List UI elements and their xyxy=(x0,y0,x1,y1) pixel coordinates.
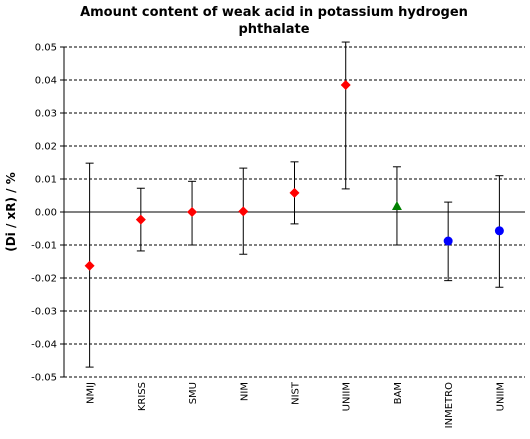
data-point-diamond xyxy=(135,214,146,225)
y-tick-label: -0.02 xyxy=(31,274,57,285)
data-point-circle xyxy=(494,226,504,236)
data-point-diamond xyxy=(289,187,300,198)
data-point-triangle xyxy=(391,201,402,211)
x-tick-label: KRISS xyxy=(137,382,148,411)
data-point-diamond xyxy=(84,260,95,271)
y-tick-label: 0.04 xyxy=(35,76,57,87)
data-point-diamond xyxy=(187,207,198,217)
y-tick-label: 0.05 xyxy=(35,43,57,54)
x-tick-label: UNIIM xyxy=(495,382,506,411)
x-tick-label: UNIIM xyxy=(342,382,353,411)
x-tick-label: BAM xyxy=(393,382,404,404)
data-series xyxy=(84,41,504,368)
y-tick-label: 0.03 xyxy=(35,109,57,120)
chart-title-line-1: Amount content of weak acid in potassium… xyxy=(80,5,468,20)
y-axis-label: (Di / xR) / % xyxy=(4,172,18,252)
gridlines xyxy=(60,46,525,378)
x-tick-label: INMETRO xyxy=(444,382,455,428)
data-point-diamond xyxy=(340,79,351,90)
x-tick-label: NIM xyxy=(239,382,250,401)
y-tick-label: 0.00 xyxy=(35,208,57,219)
y-tick-label: -0.01 xyxy=(31,241,57,252)
y-tick-labels: 0.05 0.04 0.03 0.02 0.01 0.00 -0.01 -0.02 -0.03 -… xyxy=(31,43,57,384)
y-tick-label: -0.04 xyxy=(31,340,57,351)
data-point-circle xyxy=(443,236,453,246)
x-tick-label: SMU xyxy=(188,382,199,404)
x-tick-labels: NMIJ KRISS SMU NIM NIST UNIIM BAM INMETRO UNIIM xyxy=(86,381,507,428)
x-tick-label: NMIJ xyxy=(86,382,97,404)
y-tick-label: 0.02 xyxy=(35,142,57,153)
chart-title-line-2: phthalate xyxy=(238,22,309,37)
x-tick-label: NIST xyxy=(291,381,302,405)
y-tick-label: -0.03 xyxy=(31,307,57,318)
y-tick-label: -0.05 xyxy=(31,373,57,384)
y-tick-label: 0.01 xyxy=(35,175,57,186)
data-point-diamond xyxy=(238,206,249,217)
